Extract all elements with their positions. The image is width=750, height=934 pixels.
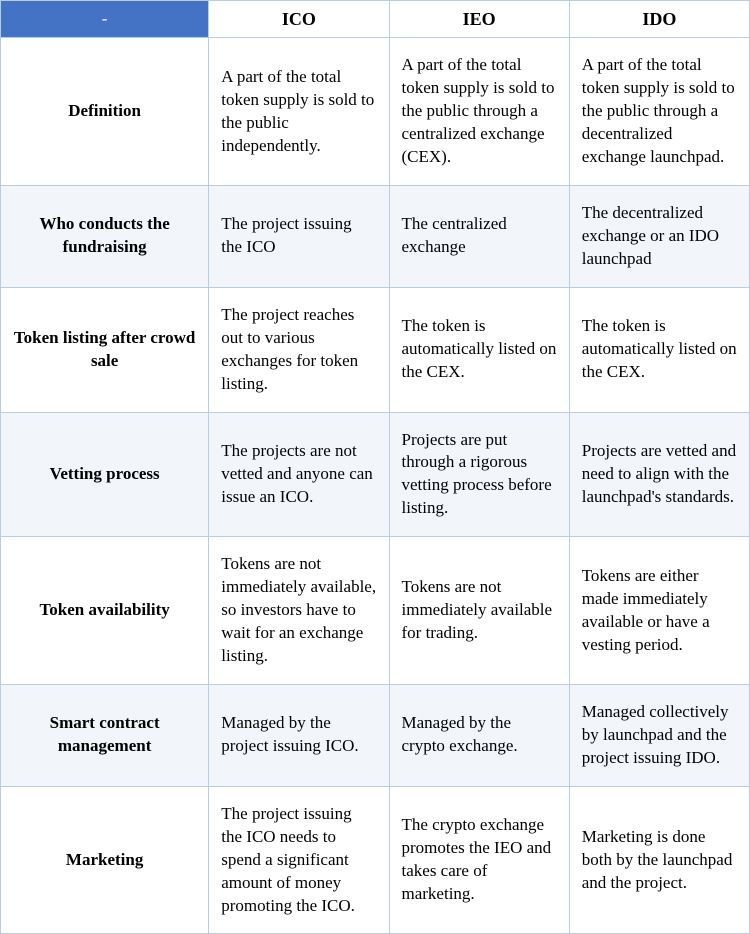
table-cell: The token is automatically listed on the…	[569, 287, 749, 412]
header-blank-cell: -	[1, 1, 209, 38]
column-header: IEO	[389, 1, 569, 38]
table-row: Who conducts the fundraising The project…	[1, 185, 750, 287]
table-cell: The token is automatically listed on the…	[389, 287, 569, 412]
row-label: Token listing after crowd sale	[1, 287, 209, 412]
table-row: Token availability Tokens are not immedi…	[1, 537, 750, 685]
table-cell: The projects are not vetted and anyone c…	[209, 412, 389, 537]
row-label: Marketing	[1, 786, 209, 934]
table-cell: A part of the total token supply is sold…	[389, 38, 569, 186]
column-header: IDO	[569, 1, 749, 38]
row-label: Vetting process	[1, 412, 209, 537]
row-label: Who conducts the fundraising	[1, 185, 209, 287]
table-row: Smart contract management Managed by the…	[1, 684, 750, 786]
table-cell: The crypto exchange promotes the IEO and…	[389, 786, 569, 934]
table-cell: The project reaches out to various excha…	[209, 287, 389, 412]
table-cell: A part of the total token supply is sold…	[569, 38, 749, 186]
table-row: Marketing The project issuing the ICO ne…	[1, 786, 750, 934]
table-cell: The project issuing the ICO	[209, 185, 389, 287]
table-cell: The centralized exchange	[389, 185, 569, 287]
table-row: Definition A part of the total token sup…	[1, 38, 750, 186]
table-cell: A part of the total token supply is sold…	[209, 38, 389, 186]
column-header: ICO	[209, 1, 389, 38]
table-cell: Tokens are either made immediately avail…	[569, 537, 749, 685]
comparison-table: - ICO IEO IDO Definition A part of the t…	[0, 0, 750, 934]
table-cell: Tokens are not immediately available for…	[389, 537, 569, 685]
table-cell: Projects are vetted and need to align wi…	[569, 412, 749, 537]
table-cell: Marketing is done both by the launchpad …	[569, 786, 749, 934]
table-row: Token listing after crowd sale The proje…	[1, 287, 750, 412]
table-cell: The project issuing the ICO needs to spe…	[209, 786, 389, 934]
table-body: Definition A part of the total token sup…	[1, 38, 750, 934]
table-cell: Managed by the crypto exchange.	[389, 684, 569, 786]
table-cell: The decentralized exchange or an IDO lau…	[569, 185, 749, 287]
row-label: Token availability	[1, 537, 209, 685]
table-cell: Projects are put through a rigorous vett…	[389, 412, 569, 537]
table-header-row: - ICO IEO IDO	[1, 1, 750, 38]
table-cell: Managed collectively by launchpad and th…	[569, 684, 749, 786]
table-cell: Managed by the project issuing ICO.	[209, 684, 389, 786]
table-cell: Tokens are not immediately available, so…	[209, 537, 389, 685]
row-label: Smart contract management	[1, 684, 209, 786]
row-label: Definition	[1, 38, 209, 186]
table-row: Vetting process The projects are not vet…	[1, 412, 750, 537]
